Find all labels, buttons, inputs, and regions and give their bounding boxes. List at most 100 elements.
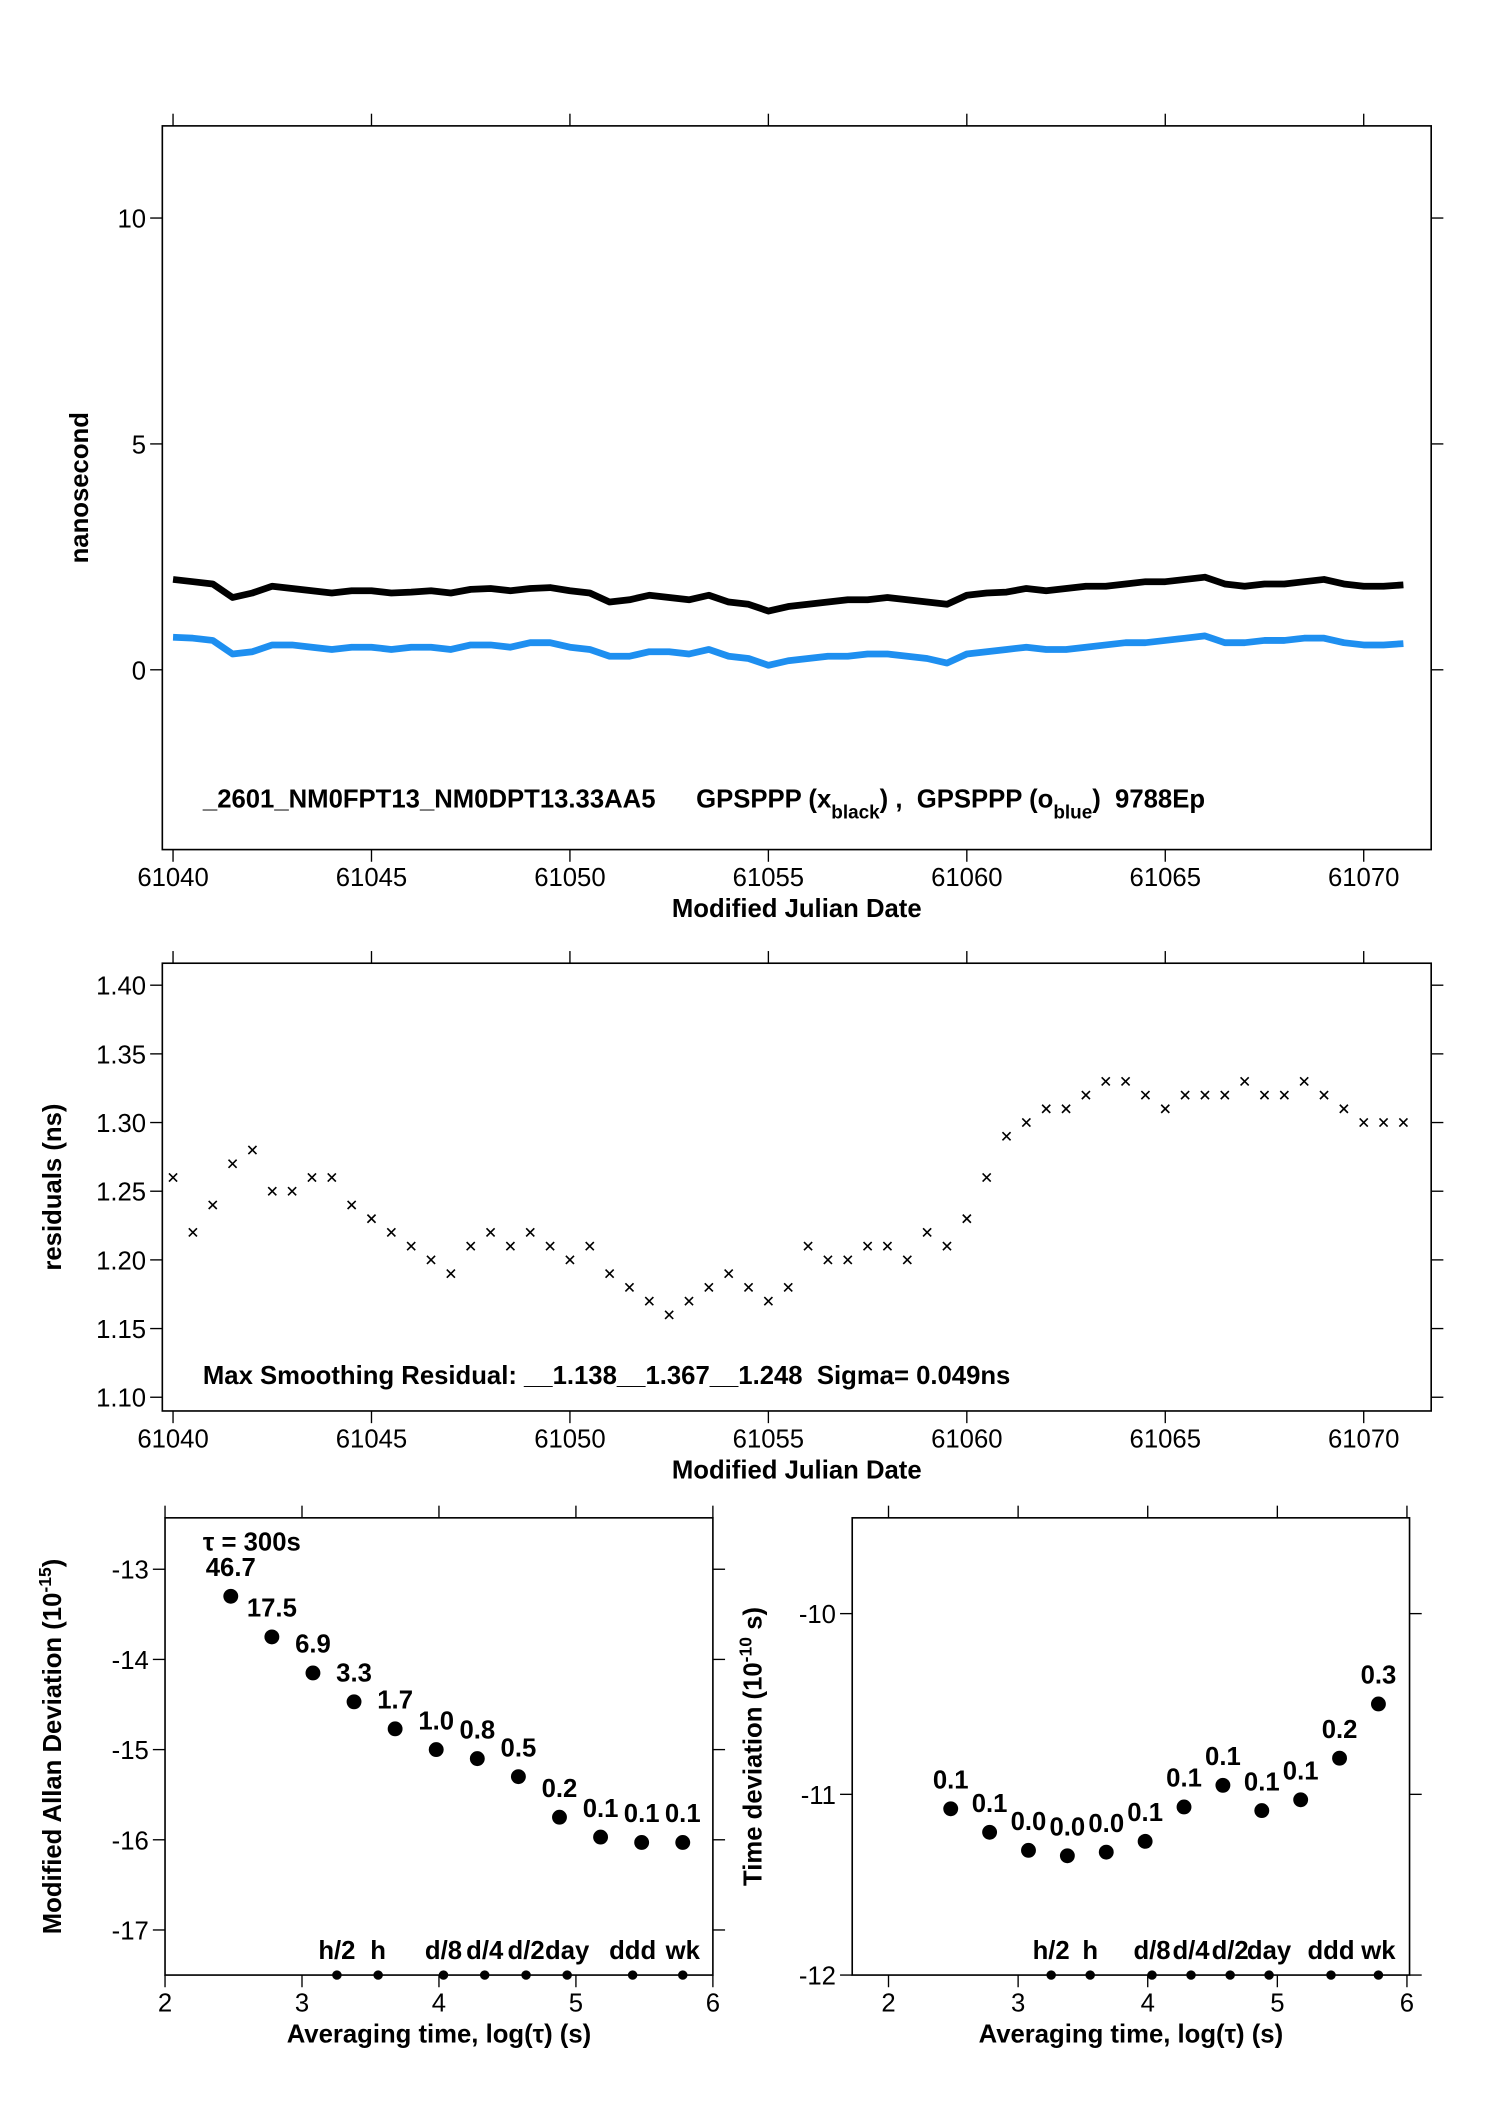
y-tick-label: 1.35 [96,1041,146,1069]
x-tick-label: 3 [1011,1990,1025,2018]
point [223,1588,239,1604]
point [505,1241,516,1251]
point-label: 0.8 [459,1716,495,1744]
point [267,1186,277,1196]
point-label: 0.1 [665,1800,701,1828]
x-tick-label: 4 [432,1990,446,2018]
y-tick-label: -17 [112,1917,149,1945]
point [1279,1090,1289,1100]
time-marker [678,1970,688,1980]
time-marker [1373,1970,1384,1980]
point [386,1227,396,1238]
point-label: 1.7 [377,1687,413,1715]
point [862,1241,873,1251]
x-tick-label: 2 [158,1990,172,2018]
point [783,1282,793,1292]
point-label: 0.2 [542,1775,578,1803]
point [346,1694,362,1710]
point [922,1227,932,1238]
x-tick-label: 61055 [733,1425,804,1453]
point [1220,1090,1230,1100]
y-tick-label: -11 [801,1782,836,1810]
x-tick-label: 5 [569,1990,583,2018]
x-axis-label: Modified Julian Date [672,895,922,923]
point [305,1665,321,1681]
point [565,1255,575,1265]
point [1370,1696,1386,1712]
point-label: 0.5 [501,1734,537,1762]
y-axis-label-part: Modified Allan Deviation (10 [39,1593,67,1935]
point-label: 0.2 [1322,1716,1358,1744]
point [962,1214,972,1224]
time-marker-label: d/2 [508,1937,545,1965]
point [624,1282,635,1292]
y-axis-label-part: -10 [736,1637,756,1663]
point [426,1255,436,1265]
plot-frame [851,1517,1411,1976]
point [1098,1844,1114,1860]
x-tick-label: 5 [1270,1990,1284,2018]
point-label: 0.0 [1011,1808,1047,1836]
y-tick-label: 10 [118,206,147,234]
series-line [172,632,1404,669]
point [510,1769,526,1785]
annotation-part: _2601_NM0FPT13_NM0DPT13.33AA5 [202,786,656,814]
x-tick-label: 2 [881,1990,895,2018]
time-marker-label: day [1247,1937,1292,1965]
point [1061,1104,1071,1114]
time-marker-label: ddd [609,1937,656,1965]
x-tick-label: 6 [706,1990,720,2018]
time-marker-label: ddd [1307,1937,1354,1965]
y-axis-label: nanosecond [66,412,94,563]
annotation-part: black [831,802,880,823]
x-tick-label: 61065 [1130,1425,1201,1453]
point [428,1742,444,1758]
y-tick-label: -10 [799,1601,836,1629]
point [168,1172,178,1183]
point [1339,1104,1349,1114]
point [366,1214,377,1224]
time-marker-label: d/2 [1212,1937,1249,1965]
y-tick-label: 1.15 [96,1316,146,1344]
point [704,1282,714,1292]
y-axis-label: Time deviation (10-10 s) [736,1607,768,1886]
time-marker [332,1970,342,1980]
point-label: 0.0 [1088,1810,1124,1838]
point [1021,1117,1031,1128]
time-marker [1225,1970,1235,1980]
time-marker [627,1970,638,1980]
point-label: 0.1 [1244,1768,1280,1796]
time-marker-label: d/4 [466,1937,504,1965]
x-tick-label: 61070 [1328,864,1399,892]
time-marker-label: h/2 [1033,1937,1070,1965]
point [485,1227,496,1238]
point [525,1227,535,1238]
point [882,1241,893,1251]
point [1299,1076,1309,1086]
point [943,1801,959,1817]
point [1200,1090,1210,1100]
point-label: 0.1 [1166,1765,1202,1793]
y-tick-label: 1.40 [96,973,146,1001]
point [803,1241,813,1251]
y-tick-label: -12 [799,1963,836,1991]
point [227,1159,238,1169]
point [1254,1803,1270,1819]
point [743,1282,754,1292]
y-tick-label: -15 [112,1737,149,1765]
time-marker [1147,1970,1157,1980]
point [1140,1090,1151,1100]
time-marker [438,1970,449,1980]
point [675,1835,691,1850]
x-tick-label: 61040 [137,1425,208,1453]
annotation-part: blue [1053,802,1092,823]
time-marker [1264,1970,1274,1980]
y-axis-label-part: nanosecond [66,412,94,563]
series-line [172,573,1404,615]
point [327,1172,337,1183]
y-axis-label-part: ) [39,1559,67,1568]
time-marker [562,1970,572,1980]
point [644,1296,654,1306]
point-label: 46.7 [206,1554,256,1582]
